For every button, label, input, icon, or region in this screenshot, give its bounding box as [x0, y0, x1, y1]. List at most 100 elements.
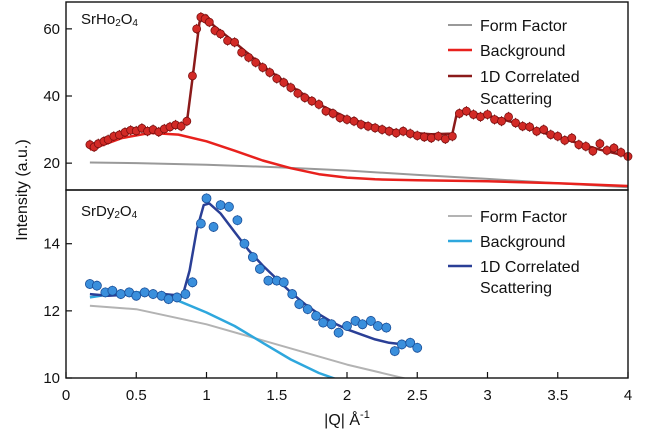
data-point [525, 122, 535, 132]
data-point [328, 109, 338, 118]
data-point [294, 299, 305, 310]
data-point [239, 238, 250, 249]
data-point [208, 222, 219, 232]
data-point [497, 116, 506, 126]
data-point [539, 125, 549, 134]
x-tick-label: 3.5 [547, 387, 568, 404]
data-point [176, 121, 186, 131]
y-tick-label: 10 [43, 370, 60, 387]
data-point [307, 96, 317, 106]
data-point [230, 37, 240, 47]
data-point [263, 275, 274, 286]
data-point [365, 316, 376, 326]
data-point [201, 193, 212, 204]
legend-background-label: Background [480, 234, 565, 251]
data-point [192, 24, 202, 34]
panel-srho2o4-legend: Form Factor Background 1D Correlated Sca… [448, 18, 580, 108]
data-point [462, 106, 471, 116]
data-point [244, 52, 254, 62]
x-tick-label: 2.5 [407, 387, 428, 404]
legend-1d-correlated-label: 1D Correlated [480, 69, 580, 86]
x-tick-label: 1 [202, 387, 210, 404]
data-point [180, 289, 191, 299]
x-tick-label: 4 [624, 387, 632, 404]
x-axis-title: |Q| Å-1 [324, 409, 370, 429]
data-point [302, 304, 313, 315]
data-point [237, 47, 247, 57]
panel-srho2o4-y-ticks: 20 40 60 [43, 21, 72, 172]
x-tick-label: 1.5 [266, 387, 287, 404]
data-point [567, 133, 577, 143]
data-point [251, 58, 261, 67]
data-point [216, 29, 225, 39]
data-point [595, 139, 605, 149]
panel-srho2o4: 20 40 60 SrHo2O4 Form Factor Background 1D… [43, 1, 633, 191]
legend-1d-correlated-label: 1D Correlated [480, 259, 580, 276]
data-point [483, 110, 492, 119]
data-point [318, 317, 329, 328]
y-tick-label: 60 [43, 21, 60, 38]
data-point [357, 319, 368, 330]
data-point [115, 289, 126, 299]
data-point [326, 319, 337, 330]
y-tick-label: 12 [43, 303, 60, 320]
data-point [287, 289, 298, 299]
data-point [293, 88, 303, 98]
data-point [279, 78, 289, 87]
data-point [163, 294, 174, 305]
data-point [396, 339, 407, 350]
data-point [92, 280, 102, 291]
x-axis-ticks: 0 0.5 1 1.5 2 2.5 3 3.5 4 [62, 372, 632, 404]
data-point [265, 68, 275, 77]
data-point [187, 277, 198, 288]
panel-srdy2o4-label: SrDy2O4 [81, 203, 138, 221]
y-tick-label: 40 [43, 88, 60, 105]
data-point [182, 116, 192, 126]
data-point [342, 321, 352, 331]
data-point [511, 118, 520, 128]
data-point [311, 310, 321, 321]
legend-form-factor-label: Form Factor [480, 18, 568, 35]
data-point [204, 17, 214, 27]
x-tick-label: 3 [483, 387, 491, 404]
data-point [224, 201, 234, 212]
data-point [139, 287, 150, 298]
panel-srdy2o4-y-ticks: 10 12 14 [43, 236, 72, 387]
data-point [616, 147, 626, 157]
data-point [405, 337, 416, 348]
data-point [254, 263, 265, 274]
x-tick-label: 0.5 [126, 387, 147, 404]
data-point [389, 346, 400, 357]
legend-form-factor-label: Form Factor [480, 209, 568, 226]
x-tick-label: 2 [343, 387, 351, 404]
data-point [195, 218, 206, 229]
data-point [300, 93, 310, 103]
background-curve [89, 291, 337, 378]
panel-srdy2o4-legend: Form Factor Background 1D Correlated Sca… [448, 209, 580, 297]
data-point [272, 74, 282, 83]
panel-srho2o4-label: SrHo2O4 [81, 11, 138, 29]
data-point [381, 322, 392, 333]
data-point [314, 99, 324, 109]
data-point [333, 327, 344, 338]
legend-scattering-label: Scattering [480, 280, 552, 297]
data-point [581, 141, 591, 151]
data-point [412, 131, 422, 141]
panel-srdy2o4: 10 12 14 SrDy2O4 Form Factor Background 1D… [43, 189, 629, 387]
data-point [588, 146, 598, 156]
data-point [188, 71, 197, 81]
panel-srdy2o4-points [84, 193, 423, 357]
y-tick-label: 14 [43, 236, 60, 253]
data-point [373, 321, 383, 331]
data-point [148, 289, 159, 299]
legend-background-label: Background [480, 43, 565, 60]
data-point [107, 285, 118, 296]
data-point [278, 277, 289, 288]
form-factor-curve [89, 304, 408, 378]
data-point [447, 131, 457, 141]
y-axis-title: Intensity (a.u.) [14, 139, 31, 240]
legend-scattering-label: Scattering [480, 91, 552, 108]
data-point [412, 342, 423, 353]
data-point [131, 290, 142, 301]
data-point [553, 131, 563, 141]
